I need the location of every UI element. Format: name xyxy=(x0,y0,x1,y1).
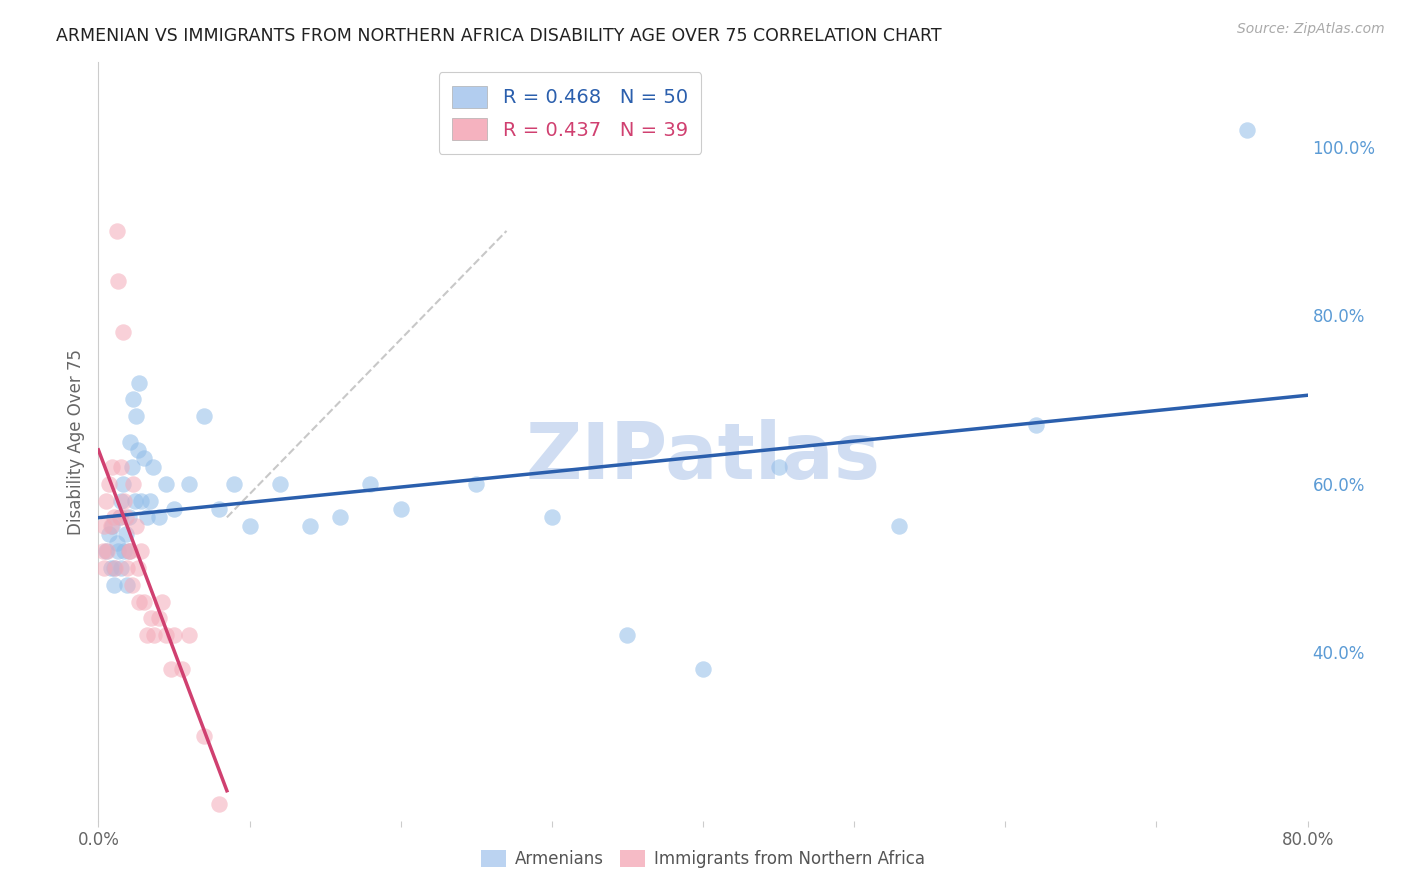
Point xyxy=(111,325,134,339)
Point xyxy=(118,510,141,524)
Point xyxy=(124,493,146,508)
Point xyxy=(193,730,215,744)
Text: ARMENIAN VS IMMIGRANTS FROM NORTHERN AFRICA DISABILITY AGE OVER 75 CORRELATION C: ARMENIAN VS IMMIGRANTS FROM NORTHERN AFR… xyxy=(56,27,942,45)
Point xyxy=(100,518,122,533)
Legend: Armenians, Immigrants from Northern Africa: Armenians, Immigrants from Northern Afri… xyxy=(475,843,931,875)
Point xyxy=(101,518,124,533)
Point xyxy=(122,392,145,407)
Point xyxy=(616,628,638,642)
Point xyxy=(148,611,170,625)
Point xyxy=(540,510,562,524)
Point xyxy=(129,493,152,508)
Point xyxy=(94,493,117,508)
Point xyxy=(132,594,155,608)
Point xyxy=(135,510,157,524)
Point xyxy=(114,527,136,541)
Point xyxy=(768,459,790,474)
Point xyxy=(118,544,141,558)
Point xyxy=(103,578,125,592)
Point xyxy=(155,628,177,642)
Point xyxy=(148,510,170,524)
Legend: R = 0.468   N = 50, R = 0.437   N = 39: R = 0.468 N = 50, R = 0.437 N = 39 xyxy=(439,72,702,154)
Point xyxy=(389,502,412,516)
Point xyxy=(103,510,125,524)
Point xyxy=(269,476,291,491)
Point xyxy=(141,611,163,625)
Point xyxy=(179,628,201,642)
Point xyxy=(132,451,155,466)
Point xyxy=(110,561,132,575)
Y-axis label: Disability Age Over 75: Disability Age Over 75 xyxy=(66,349,84,534)
Point xyxy=(239,518,262,533)
Point xyxy=(110,493,132,508)
Point xyxy=(208,502,231,516)
Point xyxy=(107,275,129,289)
Point xyxy=(160,662,183,676)
Point xyxy=(120,434,142,449)
Point xyxy=(120,544,142,558)
Point xyxy=(108,510,131,524)
Point xyxy=(1024,417,1046,432)
Point xyxy=(107,544,129,558)
Point xyxy=(135,628,157,642)
Point xyxy=(170,662,193,676)
Point xyxy=(329,510,352,524)
Point xyxy=(142,459,165,474)
Point xyxy=(889,518,911,533)
Point xyxy=(105,535,128,549)
Point xyxy=(125,518,148,533)
Point xyxy=(155,476,177,491)
Point xyxy=(105,224,128,238)
Point xyxy=(143,628,166,642)
Point xyxy=(692,662,714,676)
Point xyxy=(98,527,121,541)
Point xyxy=(101,459,124,474)
Point xyxy=(98,476,121,491)
Point xyxy=(224,476,246,491)
Point xyxy=(128,594,150,608)
Point xyxy=(100,561,122,575)
Point xyxy=(193,409,215,424)
Point xyxy=(128,376,150,390)
Point xyxy=(112,544,135,558)
Point xyxy=(208,797,231,811)
Point xyxy=(108,510,131,524)
Point xyxy=(121,578,143,592)
Point xyxy=(1236,123,1258,137)
Point xyxy=(96,544,118,558)
Point xyxy=(104,561,127,575)
Point xyxy=(127,561,149,575)
Point xyxy=(111,476,134,491)
Point xyxy=(94,544,117,558)
Point xyxy=(127,442,149,457)
Point xyxy=(115,561,138,575)
Point xyxy=(122,476,145,491)
Point xyxy=(93,518,115,533)
Point xyxy=(163,502,186,516)
Text: Source: ZipAtlas.com: Source: ZipAtlas.com xyxy=(1237,22,1385,37)
Point xyxy=(103,561,125,575)
Point xyxy=(115,578,138,592)
Point xyxy=(179,476,201,491)
Point xyxy=(91,544,114,558)
Point xyxy=(93,561,115,575)
Point xyxy=(465,476,488,491)
Point xyxy=(139,493,162,508)
Point xyxy=(110,459,132,474)
Point xyxy=(299,518,322,533)
Text: ZIPatlas: ZIPatlas xyxy=(526,418,880,495)
Point xyxy=(163,628,186,642)
Point xyxy=(360,476,382,491)
Point xyxy=(150,594,173,608)
Point xyxy=(125,409,148,424)
Point xyxy=(114,510,136,524)
Point xyxy=(112,493,135,508)
Point xyxy=(129,544,152,558)
Point xyxy=(118,544,141,558)
Point xyxy=(121,459,143,474)
